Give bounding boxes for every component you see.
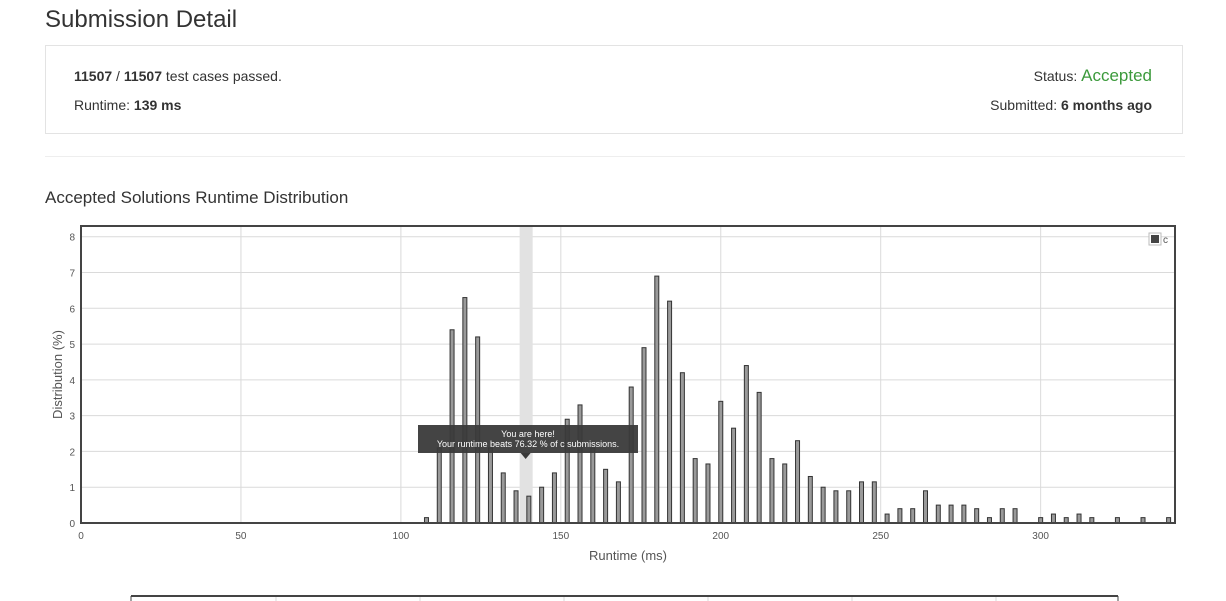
histogram-bar [1012,508,1018,524]
histogram-bar [679,372,685,524]
y-tick-label: 0 [69,519,75,530]
section-title: Accepted Solutions Runtime Distribution [45,188,349,207]
submitted-value: 6 months ago [1060,97,1152,113]
histogram-bar [769,458,775,524]
histogram-bar [910,508,916,524]
histogram-bar [718,400,724,524]
histogram-bar [641,347,647,524]
count-separator: / [112,68,124,84]
histogram-bar [871,481,877,524]
y-axis-title: Distribution (%) [50,330,65,419]
tooltip-message: Your runtime beats 76.32 % of c submissi… [437,439,619,449]
x-tick-label: 50 [235,531,247,542]
histogram-bar [462,297,468,524]
x-tick-label: 150 [552,531,569,542]
legend-swatch [1151,235,1159,243]
histogram-bar [961,504,967,524]
histogram-bar [948,504,954,524]
histogram-bar [705,463,711,524]
tooltip-arrow [520,453,531,459]
histogram-bar [590,447,596,524]
page-title: Submission Detail [45,6,238,33]
chart-grid [80,226,1175,524]
chart-legend[interactable]: c [1148,232,1168,246]
histogram-bar [487,447,493,524]
status-summary: Status: Accepted [1034,66,1152,86]
histogram-bar [935,504,941,524]
current-runtime-highlight [519,226,533,523]
histogram-bar [436,447,442,524]
x-tick-label: 250 [872,531,889,542]
histogram-bar [577,404,583,524]
y-tick-label: 3 [69,412,75,423]
submission-summary-panel: 11507 / 11507 test cases passed. Runtime… [45,45,1183,134]
histogram-bar [820,486,826,524]
runtime-tooltip: You are here! Your runtime beats 76.32 %… [418,425,638,459]
chart-bars [423,275,1172,524]
tooltip-title: You are here! [501,429,555,439]
y-tick-label: 4 [69,376,75,387]
histogram-bar [795,440,801,524]
y-tick-label: 1 [69,483,75,494]
passed-count: 11507 [74,68,113,84]
histogram-bar [667,300,673,524]
histogram-bar [999,508,1005,524]
histogram-bar [551,472,557,524]
histogram-bar [615,481,621,524]
histogram-bar [539,486,545,524]
tooltip-box [418,425,638,453]
x-tick-label: 100 [393,531,410,542]
y-tick-label: 5 [69,340,75,351]
histogram-bar [782,463,788,524]
runtime-summary: Runtime: 139 ms [74,97,181,113]
second-chart-frame-partial [130,595,1119,601]
status-label: Status: [1033,68,1082,84]
x-tick-label: 200 [712,531,729,542]
passed-suffix: test cases passed. [162,68,282,84]
y-tick-label: 7 [69,269,75,280]
submitted-label: Submitted: [990,97,1061,113]
histogram-bar [807,475,813,524]
histogram-bar [756,391,762,524]
y-tick-label: 8 [69,233,75,244]
histogram-bar [833,490,839,524]
y-tick-label: 6 [69,304,75,315]
histogram-bar [628,386,634,524]
histogram-bar [922,490,928,524]
y-tick-label: 2 [69,447,75,458]
total-count: 11507 [123,68,163,84]
x-tick-label: 0 [78,531,84,542]
histogram-bar [1076,513,1082,524]
histogram-bar [846,490,852,524]
section-divider [45,156,1185,157]
histogram-bar [692,458,698,524]
histogram-bar [884,513,890,524]
histogram-bar [1050,513,1056,524]
runtime-value: 139 ms [133,97,182,113]
submitted-summary: Submitted: 6 months ago [990,97,1152,113]
histogram-bar [897,508,903,524]
histogram-bar [731,427,737,524]
x-axis-title: Runtime (ms) [589,548,667,563]
test-cases-summary: 11507 / 11507 test cases passed. [74,68,282,84]
histogram-bar [974,508,980,524]
histogram-bar [654,275,660,524]
status-badge[interactable]: Accepted [1081,66,1152,85]
runtime-label: Runtime: [74,97,134,113]
histogram-bar [513,490,519,524]
plot-frame [80,225,1176,524]
histogram-bar [526,495,532,524]
x-tick-label: 300 [1032,531,1049,542]
histogram-bar [859,481,865,524]
histogram-bar [603,468,609,524]
axis-ticks: 0 50 100 150 200 250 300 0 1 2 3 4 5 6 7 8 [69,233,1049,542]
legend-label: c [1163,235,1168,246]
histogram-bar [743,365,749,524]
histogram-bar [500,472,506,524]
